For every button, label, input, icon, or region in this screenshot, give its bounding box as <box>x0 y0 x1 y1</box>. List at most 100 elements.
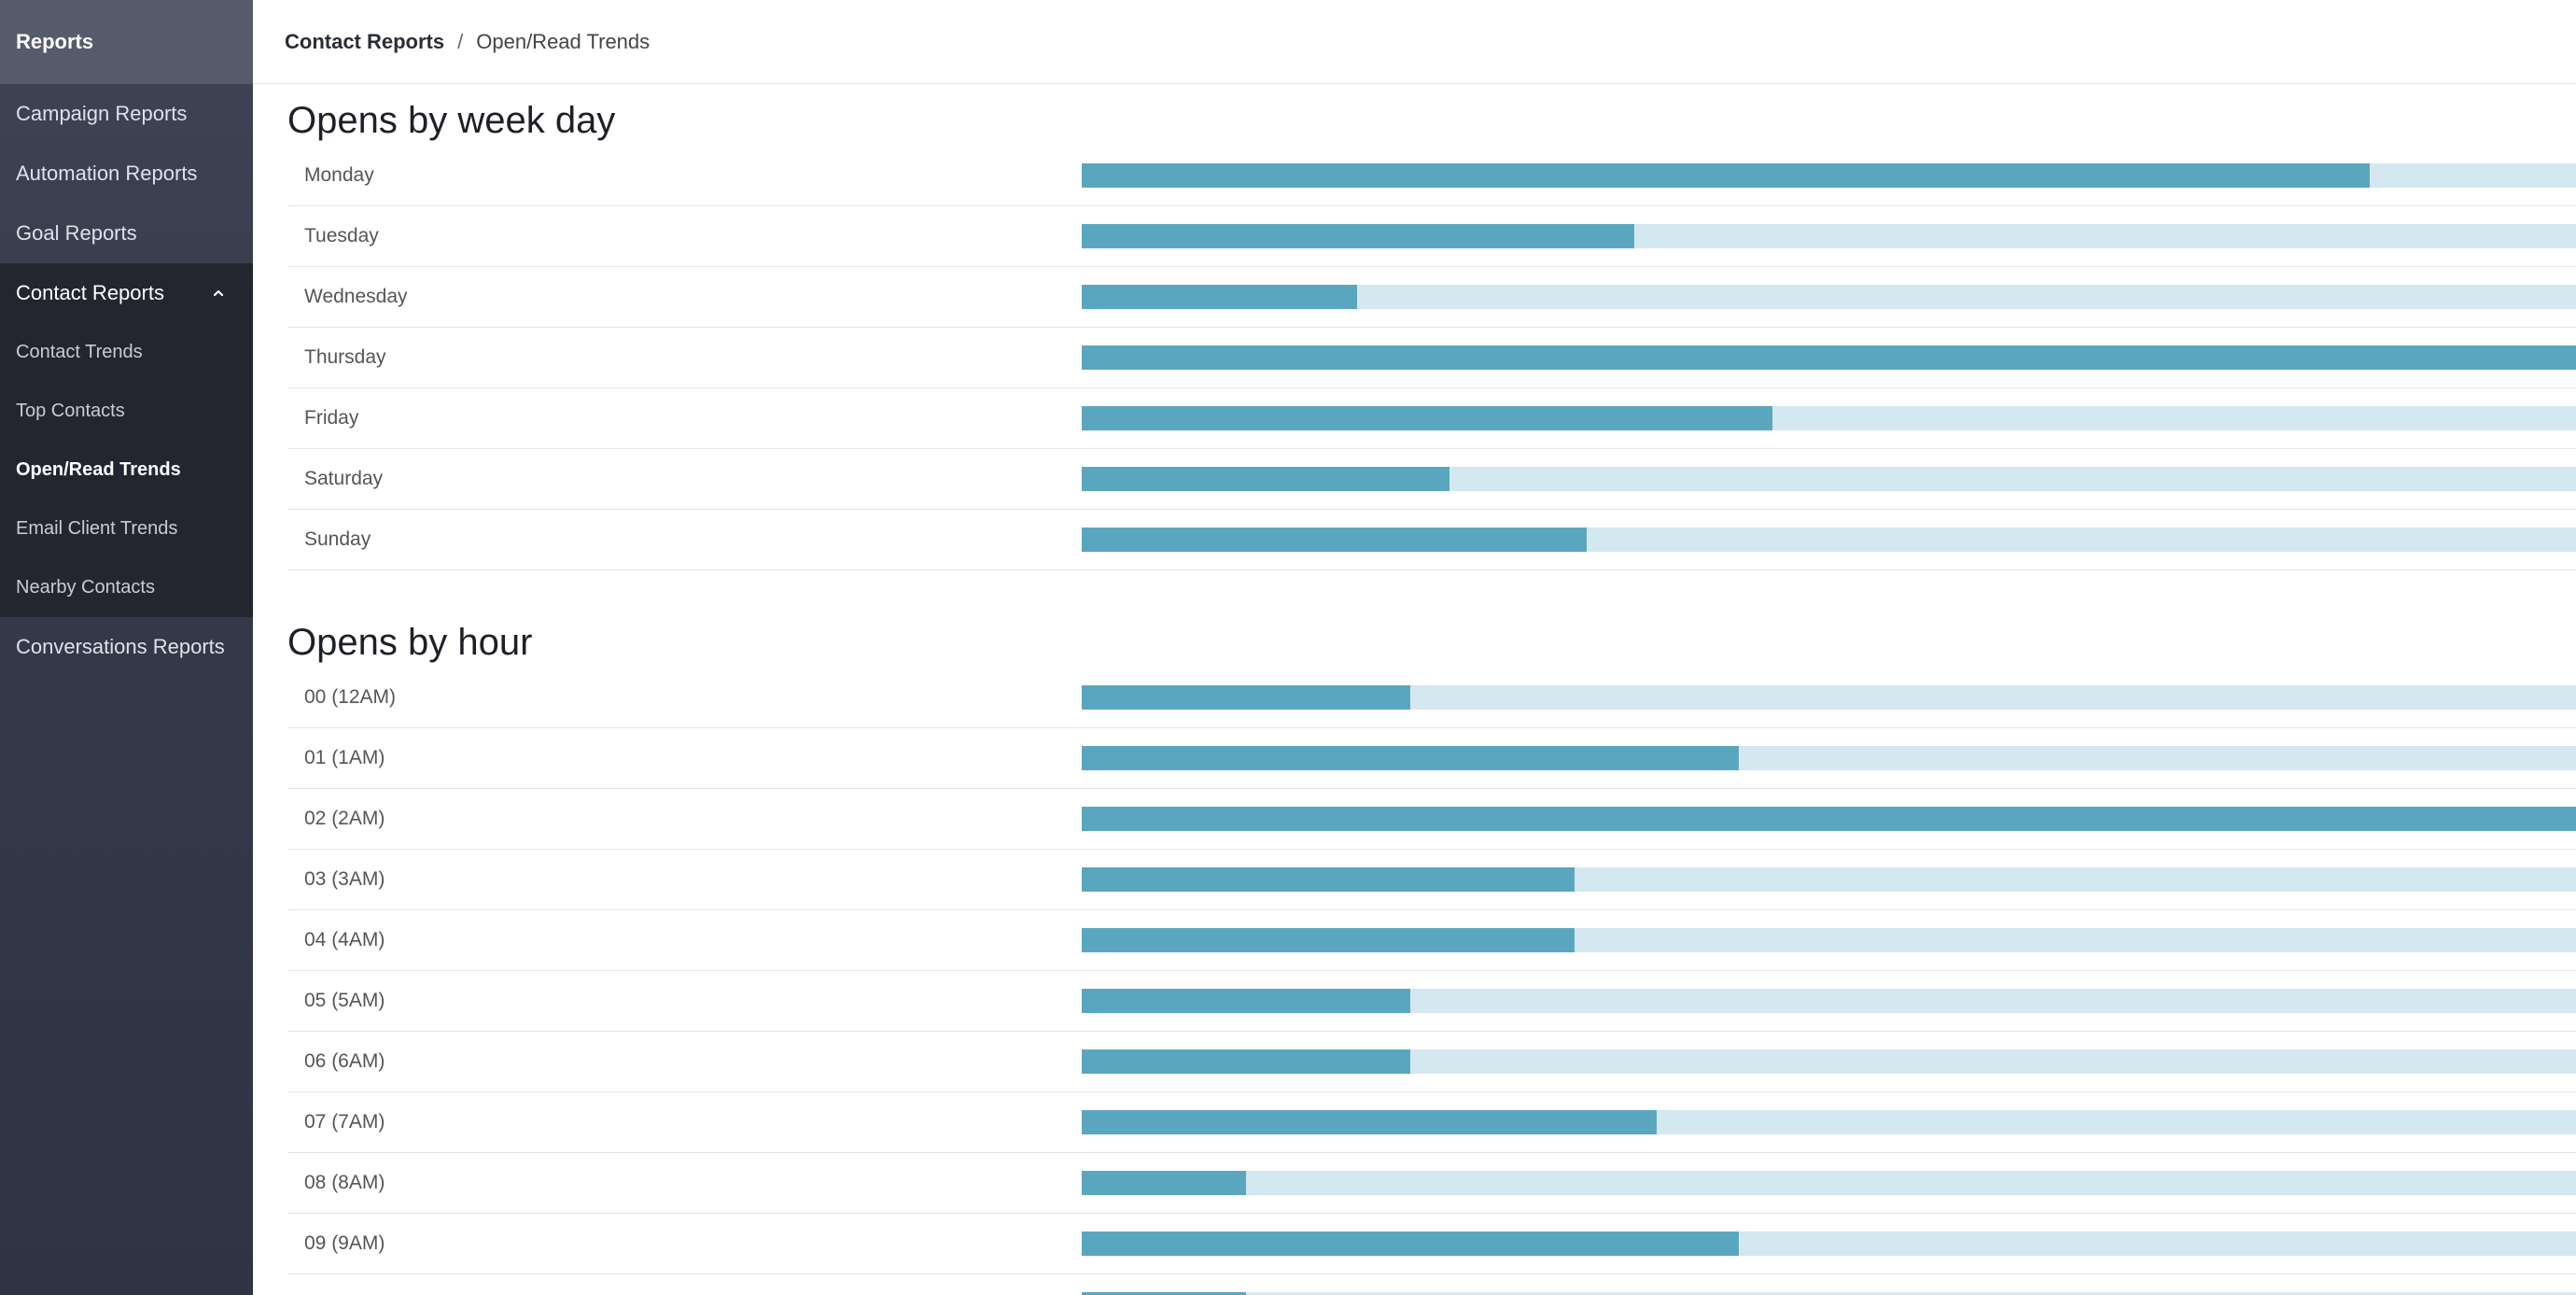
sidebar-subitem-top-contacts[interactable]: Top Contacts <box>0 382 253 441</box>
weekday-row: Tuesday <box>287 206 2576 267</box>
hour-row-label: 08 (8AM) <box>304 1172 385 1193</box>
hour-row-label: 05 (5AM) <box>304 990 385 1011</box>
hour-row-label: 03 (3AM) <box>304 868 385 890</box>
hour-bar-track <box>1082 928 2576 952</box>
hour-row: 04 (4AM) <box>287 910 2576 971</box>
hour-bar-fill <box>1082 1049 1411 1074</box>
hour-bar-track <box>1082 1110 2576 1134</box>
weekday-bar-fill <box>1082 406 1772 430</box>
hour-bar-track <box>1082 1232 2576 1256</box>
weekday-bar-track <box>1082 467 2576 491</box>
weekday-bar-track <box>1082 163 2576 188</box>
weekday-row: Wednesday <box>287 267 2576 328</box>
weekday-bar-fill <box>1082 224 1635 248</box>
hour-row-label: 00 (12AM) <box>304 686 397 708</box>
weekday-row-label: Saturday <box>304 468 384 489</box>
weekday-row-label: Friday <box>304 407 359 429</box>
hour-bar-track <box>1082 746 2576 770</box>
sidebar-subitem-label: Nearby Contacts <box>16 577 155 598</box>
hour-row: 02 (2AM) <box>287 789 2576 850</box>
sidebar-subitem-label: Contact Trends <box>16 342 143 362</box>
hour-row-label: 07 (7AM) <box>304 1111 385 1133</box>
weekday-row-label: Tuesday <box>304 225 379 246</box>
sidebar-item-automation-reports[interactable]: Automation Reports <box>0 144 253 204</box>
hour-row-label: 06 (6AM) <box>304 1050 385 1072</box>
weekday-row-label: Thursday <box>304 346 386 368</box>
hour-bar-fill <box>1082 928 1575 952</box>
hour-bar-track <box>1082 685 2576 710</box>
weekday-section-title: Opens by week day <box>287 100 616 141</box>
hour-bar-fill <box>1082 1110 1658 1134</box>
weekday-row: Friday <box>287 388 2576 449</box>
sidebar-item-label: Goal Reports <box>16 221 137 245</box>
hour-bar-fill <box>1082 1232 1740 1256</box>
hour-row: 00 (12AM) <box>287 668 2576 728</box>
hour-row: 07 (7AM) <box>287 1092 2576 1153</box>
weekday-bar-track <box>1082 345 2576 370</box>
sidebar-subitem-nearby-contacts[interactable]: Nearby Contacts <box>0 558 253 617</box>
hour-bar-track <box>1082 1171 2576 1195</box>
sidebar-subitem-label: Email Client Trends <box>16 518 178 539</box>
hour-bar-track <box>1082 1049 2576 1074</box>
sidebar-subitem-label: Open/Read Trends <box>16 459 181 480</box>
hourly-section-title: Opens by hour <box>287 622 533 663</box>
weekday-row-label: Wednesday <box>304 286 408 307</box>
sidebar-header[interactable]: Reports <box>0 0 253 84</box>
sidebar-subitem-contact-trends[interactable]: Contact Trends <box>0 323 253 382</box>
sidebar-item-contact-reports[interactable]: Contact Reports <box>0 263 253 323</box>
sidebar: Reports Campaign Reports Automation Repo… <box>0 0 253 1295</box>
hour-row-label: 04 (4AM) <box>304 929 385 950</box>
hourly-chart: 00 (12AM) 01 (1AM) 02 (2AM) 03 (3AM) 04 (4AM… <box>287 668 2576 1295</box>
sidebar-item-conversations-reports[interactable]: Conversations Reports <box>0 617 253 677</box>
hour-bar-fill <box>1082 867 1575 892</box>
weekday-row: Saturday <box>287 449 2576 510</box>
hour-row: 01 (1AM) <box>287 728 2576 789</box>
hour-bar-fill <box>1082 807 2576 831</box>
hour-bar-fill <box>1082 989 1411 1013</box>
hour-row <box>287 1274 2576 1295</box>
hour-bar-track <box>1082 867 2576 892</box>
breadcrumb: Contact Reports / Open/Read Trends <box>253 0 2576 84</box>
weekday-bar-track <box>1082 528 2576 552</box>
sidebar-item-label: Automation Reports <box>16 162 198 185</box>
hour-row-label: 01 (1AM) <box>304 747 385 768</box>
sidebar-subitem-open-read-trends[interactable]: Open/Read Trends <box>0 441 253 500</box>
hour-bar-track <box>1082 989 2576 1013</box>
breadcrumb-parent-link[interactable]: Contact Reports <box>285 29 445 53</box>
weekday-row-label: Monday <box>304 164 374 186</box>
breadcrumb-current: Open/Read Trends <box>476 29 651 53</box>
weekday-bar-fill <box>1082 285 1357 309</box>
sidebar-subitem-email-client-trends[interactable]: Email Client Trends <box>0 500 253 558</box>
chevron-up-icon[interactable] <box>212 287 225 300</box>
sidebar-item-goal-reports[interactable]: Goal Reports <box>0 204 253 263</box>
weekday-bar-fill <box>1082 467 1449 491</box>
sidebar-title: Reports <box>16 30 94 53</box>
weekday-row-label: Sunday <box>304 528 371 550</box>
hour-bar-fill <box>1082 1292 1247 1295</box>
sidebar-item-campaign-reports[interactable]: Campaign Reports <box>0 84 253 144</box>
sidebar-subitem-label: Top Contacts <box>16 401 125 421</box>
sidebar-item-label: Contact Reports <box>16 281 164 304</box>
weekday-row: Sunday <box>287 510 2576 570</box>
weekday-row: Thursday <box>287 328 2576 388</box>
hour-bar-fill <box>1082 746 1740 770</box>
hour-bar-fill <box>1082 685 1411 710</box>
hour-row-label: 02 (2AM) <box>304 808 385 829</box>
sidebar-group-contact-reports: Contact Reports Contact Trends Top Conta… <box>0 263 253 617</box>
hour-row: 06 (6AM) <box>287 1032 2576 1092</box>
weekday-bar-track <box>1082 406 2576 430</box>
weekday-bar-fill <box>1082 528 1588 552</box>
weekday-row: Monday <box>287 146 2576 206</box>
main-content: Contact Reports / Open/Read Trends Opens… <box>253 0 2576 1295</box>
weekday-chart: Monday Tuesday Wednesday Thursday Friday Satu… <box>287 146 2576 570</box>
hour-row-label: 09 (9AM) <box>304 1232 385 1254</box>
hour-bar-track <box>1082 807 2576 831</box>
weekday-bar-fill <box>1082 345 2576 370</box>
sidebar-item-label: Conversations Reports <box>16 635 225 658</box>
weekday-bar-track <box>1082 224 2576 248</box>
hour-row: 09 (9AM) <box>287 1214 2576 1274</box>
report-content: Opens by week day Monday Tuesday Wednesday… <box>253 84 2576 1295</box>
hour-bar-fill <box>1082 1171 1247 1195</box>
weekday-bar-track <box>1082 285 2576 309</box>
